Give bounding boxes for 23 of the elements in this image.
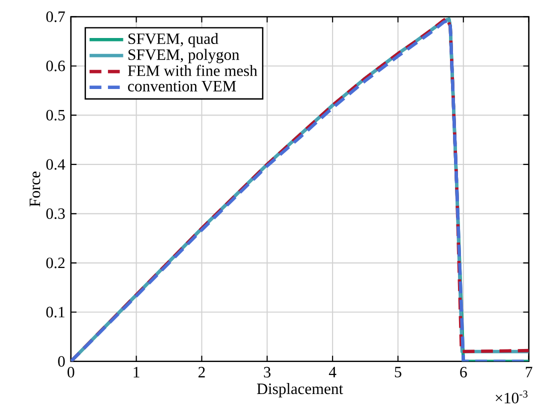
y-tick-label: 0.7 <box>46 12 65 22</box>
y-tick-label: 0.3 <box>46 208 65 220</box>
x-tick-label: 4 <box>328 367 336 378</box>
legend-label: FEM with fine mesh <box>128 65 258 76</box>
legend-label: SFVEM, polygon <box>128 49 240 64</box>
x-axis-title: Displacement <box>256 383 344 398</box>
y-tick-label: 0.1 <box>46 307 64 318</box>
x-tick-label: 2 <box>198 367 205 378</box>
x-tick-label: 3 <box>264 367 270 378</box>
y-tick-label: 0.2 <box>46 258 65 268</box>
text: ×10$^{-3}$ <box>496 390 528 404</box>
y-axis-title: Force <box>30 172 40 207</box>
legend-label: convention VEM <box>128 81 236 92</box>
x-tick-label: 5 <box>394 367 402 378</box>
x-tick-label: 7 <box>526 367 532 378</box>
legend-label: SFVEM, quad <box>128 33 218 48</box>
y-tick-label: 0.6 <box>46 60 65 72</box>
y-tick-label: 0 <box>58 356 65 367</box>
x-tick-label: 6 <box>460 367 467 378</box>
y-tick-label: 0.4 <box>46 159 66 170</box>
y-tick-label: 0.5 <box>46 110 65 121</box>
x-tick-label: 0 <box>68 367 74 378</box>
x-tick-label: 1 <box>134 367 140 378</box>
